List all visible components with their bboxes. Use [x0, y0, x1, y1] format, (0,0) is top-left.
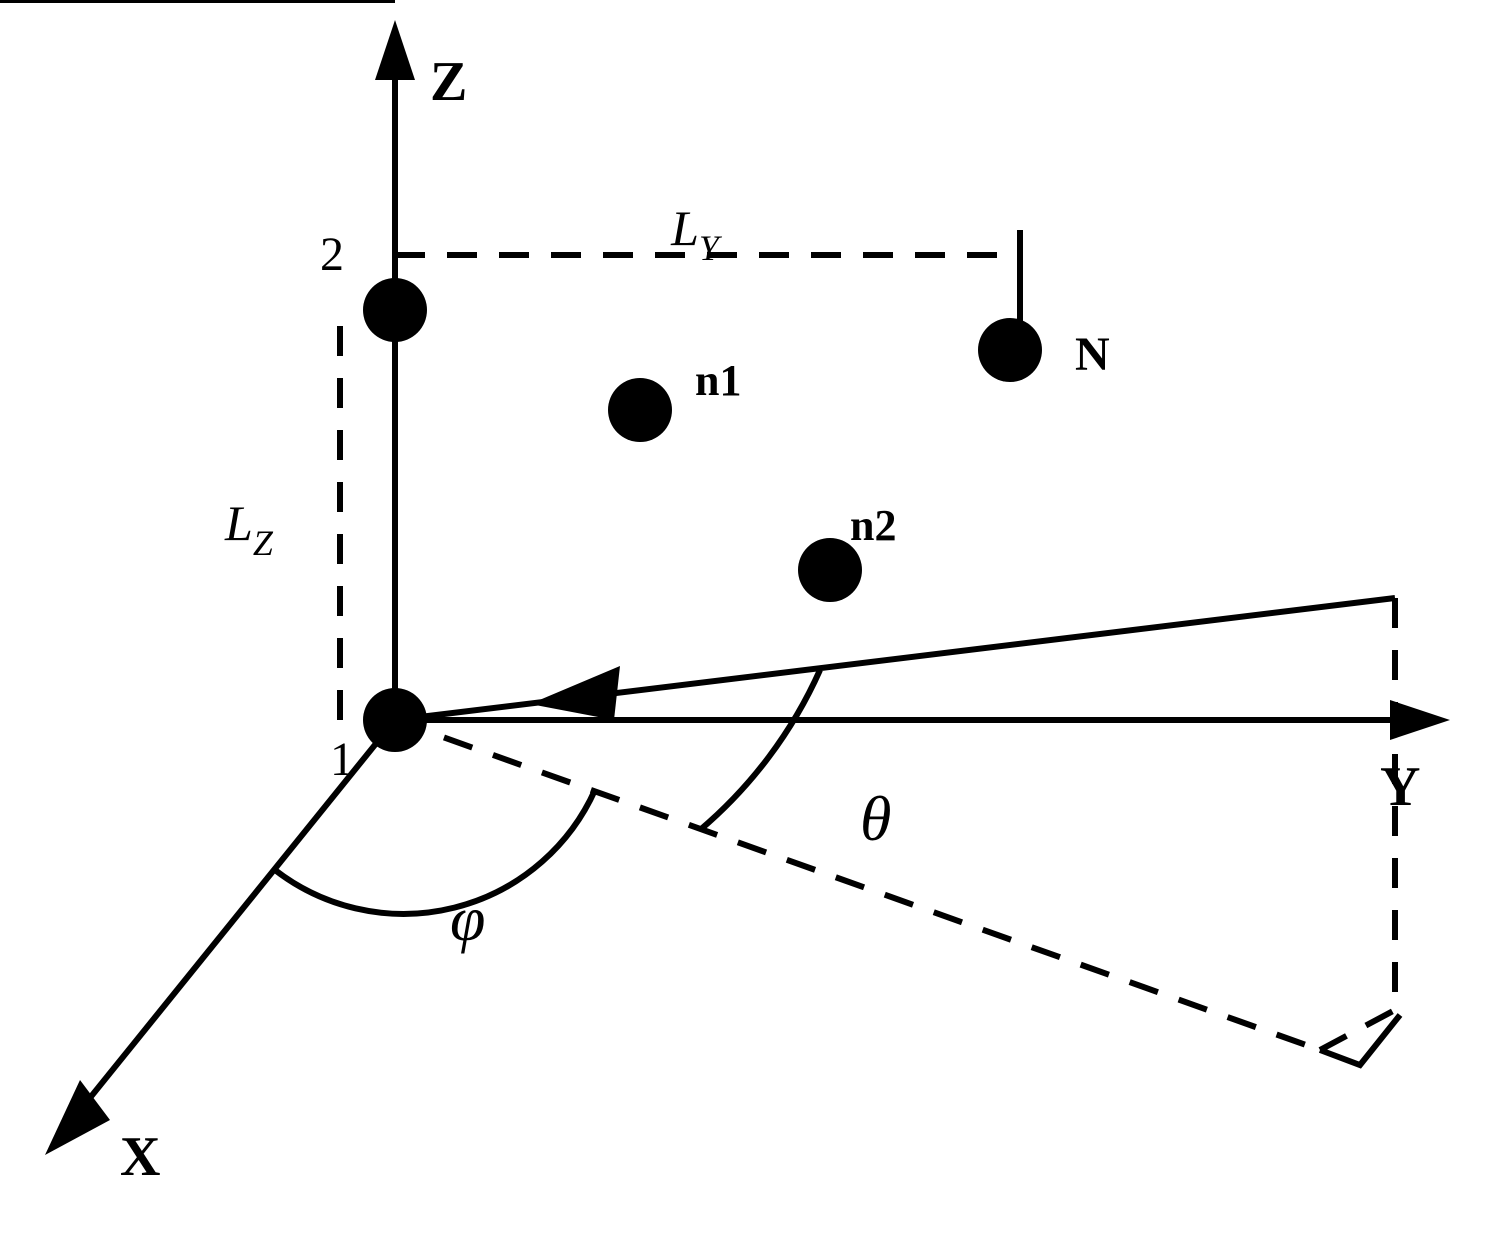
- arrowhead-z: [375, 20, 415, 80]
- coordinate-diagram: ZYXθφLZLY12n1n2N: [0, 0, 1504, 1240]
- point-N: [978, 318, 1042, 382]
- label-n2: n2: [850, 501, 896, 550]
- label-n1: n1: [695, 356, 741, 405]
- label-axis-x: X: [120, 1126, 160, 1188]
- label-p1: 1: [330, 733, 354, 786]
- point-p2: [363, 278, 427, 342]
- arc-theta: [700, 670, 820, 830]
- arrowhead-x: [45, 1080, 110, 1155]
- label-N: N: [1075, 328, 1110, 381]
- right-angle-marker: [1320, 1015, 1400, 1065]
- label-axis-y: Y: [1380, 756, 1420, 818]
- point-n1: [608, 378, 672, 442]
- projection-base: [1320, 1010, 1395, 1050]
- projection-ground: [395, 720, 1320, 1050]
- point-p1: [363, 688, 427, 752]
- label-axis-z: Z: [430, 51, 467, 113]
- label-p2: 2: [320, 228, 344, 281]
- arrowhead-y: [1390, 700, 1450, 740]
- label-lz: LZ: [224, 495, 274, 563]
- label-theta: θ: [860, 783, 891, 854]
- incoming-ray-arrow: [530, 666, 620, 720]
- label-phi: φ: [450, 883, 485, 954]
